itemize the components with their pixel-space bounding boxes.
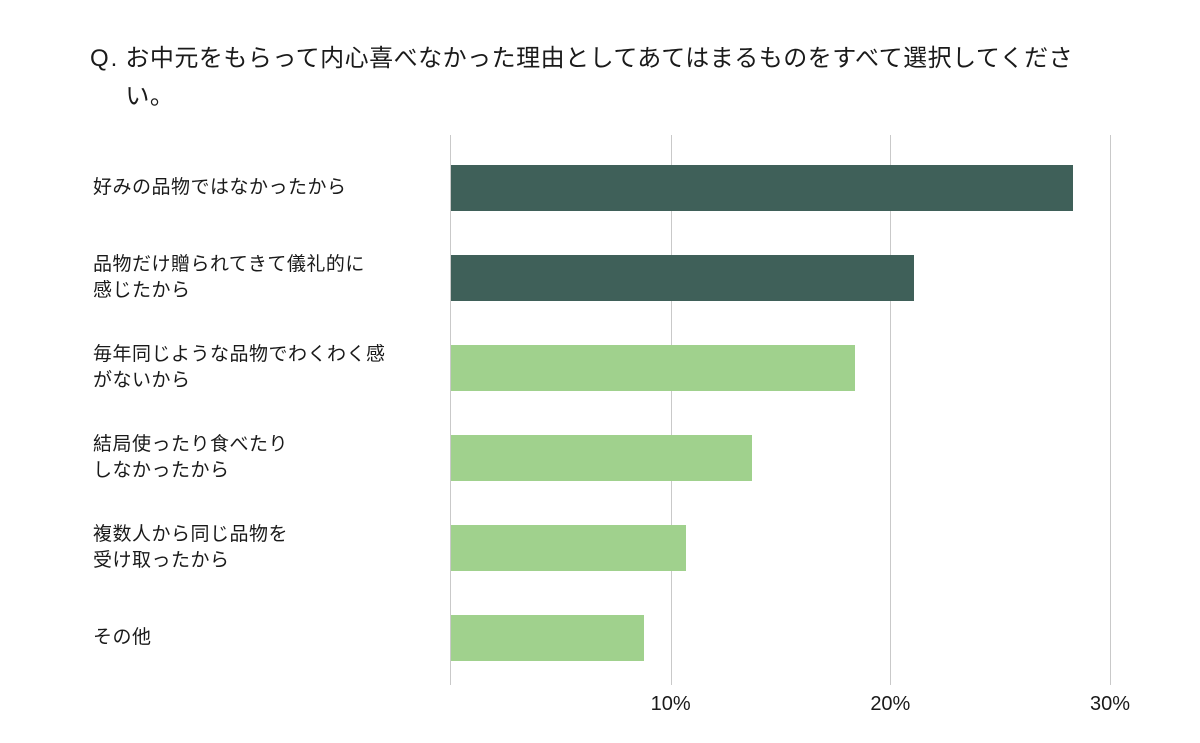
bar [451,615,644,661]
x-axis: 10%20%30% [451,685,1110,725]
bar-label: 好みの品物ではなかったから [93,175,451,201]
gridline [1110,135,1111,685]
bar [451,345,855,391]
bar [451,435,752,481]
gridline [671,135,672,685]
bar [451,165,1073,211]
plot-inner: 10%20%30% 好みの品物ではなかったから品物だけ贈られてきて儀礼的に感じた… [450,135,1110,685]
bar-row: 結局使ったり食べたりしなかったから [451,435,1110,481]
bar-label: 複数人から同じ品物を受け取ったから [93,522,451,573]
bar-row: 好みの品物ではなかったから [451,165,1110,211]
labels-column [90,135,450,685]
bar-label: 毎年同じような品物でわくわく感がないから [93,342,451,393]
bar [451,525,686,571]
plot-column: 10%20%30% 好みの品物ではなかったから品物だけ贈られてきて儀礼的に感じた… [450,135,1110,685]
chart-container: Q. お中元をもらって内心喜べなかった理由としてあてはまるものをすべて選択してく… [0,0,1200,725]
bar-label: その他 [93,625,451,651]
x-tick-label: 10% [651,693,691,716]
bar-row: 毎年同じような品物でわくわく感がないから [451,345,1110,391]
chart-area: 10%20%30% 好みの品物ではなかったから品物だけ贈られてきて儀礼的に感じた… [90,135,1110,685]
bar-row: 複数人から同じ品物を受け取ったから [451,525,1110,571]
x-tick-label: 30% [1090,693,1130,716]
bar-row: 品物だけ贈られてきて儀礼的に感じたから [451,255,1110,301]
question-prefix: Q. [90,40,119,77]
bar-label: 結局使ったり食べたりしなかったから [93,432,451,483]
question-title: お中元をもらって内心喜べなかった理由としてあてはまるものをすべて選択してください… [125,40,1110,117]
x-tick-label: 20% [870,693,910,716]
bar-label: 品物だけ贈られてきて儀礼的に感じたから [93,252,451,303]
bar [451,255,914,301]
bar-row: その他 [451,615,1110,661]
title-row: Q. お中元をもらって内心喜べなかった理由としてあてはまるものをすべて選択してく… [90,40,1110,117]
gridline [890,135,891,685]
